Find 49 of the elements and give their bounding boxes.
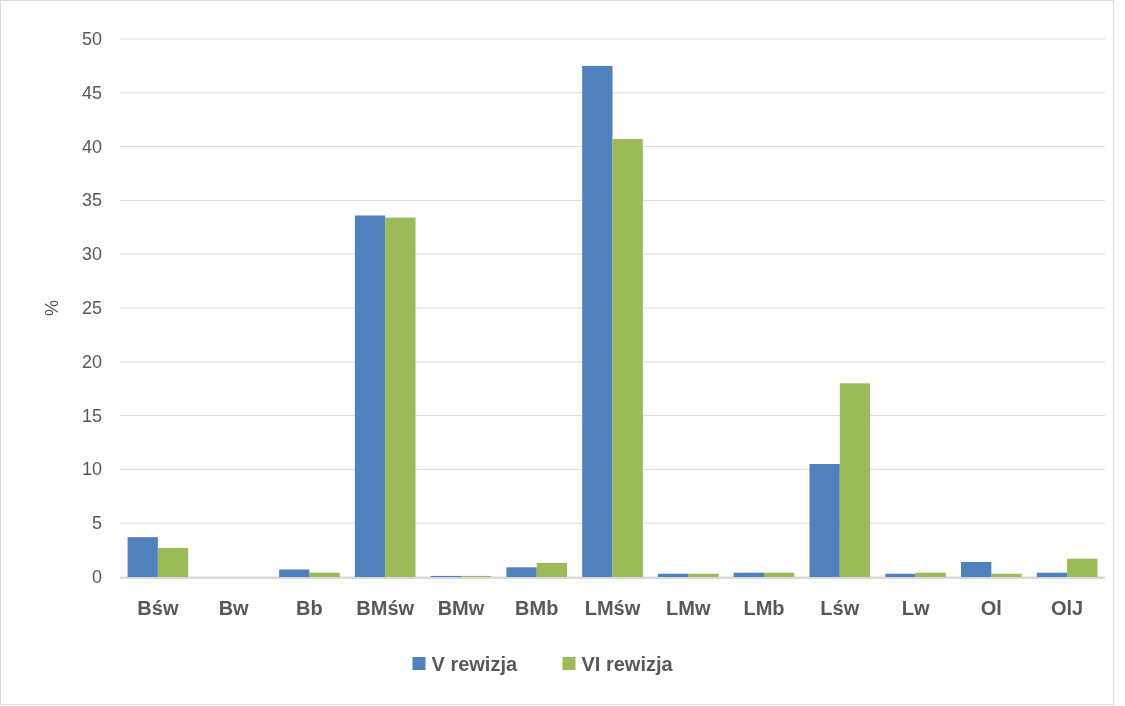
x-tick-label: Bw [218,597,250,619]
x-tick-label: LMśw [584,597,641,619]
bar [657,573,689,577]
x-tick-label: BMśw [356,597,415,619]
x-tick-label: Lśw [820,597,860,619]
y-tick-label: 10 [81,459,102,480]
bar [688,573,719,577]
x-tick-label: Lw [901,597,930,619]
bar [582,65,613,577]
x-tick-label: Ol [980,597,1002,619]
bar [354,215,386,577]
y-axis-title: % [42,299,62,317]
bar [885,573,916,577]
y-tick-label: 35 [81,190,102,211]
bar [506,567,537,577]
bar [1036,572,1068,577]
x-tick-label: BMw [437,597,485,619]
x-tick-label: Bśw [137,597,179,619]
bar [839,383,871,577]
bar [612,139,643,577]
y-tick-label: 15 [81,405,102,426]
bar [991,573,1022,577]
y-tick-label: 5 [91,513,102,534]
y-tick-label: 30 [81,244,102,265]
bar [279,569,310,577]
x-tick-label: LMw [666,597,711,619]
bar [127,537,158,577]
bar [309,572,340,577]
y-tick-label: 50 [81,29,102,49]
legend-label: V rewizja [431,653,518,675]
bar [764,572,795,577]
x-tick-label: BMb [515,597,559,619]
bar [915,572,946,577]
bar [536,563,568,577]
x-tick-label: Bb [296,597,323,619]
bar [733,572,765,577]
y-tick-label: 20 [81,351,102,372]
x-tick-label: LMb [743,597,785,619]
x-tick-label: OlJ [1050,597,1084,619]
bar [385,217,416,577]
y-tick-label: 45 [81,82,102,103]
y-tick-label: 25 [81,298,102,318]
bar [961,561,992,577]
bar [809,464,840,577]
y-tick-label: 40 [81,136,102,157]
bar [1067,558,1098,577]
legend-label: VI rewizja [581,653,674,675]
bar [157,547,189,577]
y-tick-label: 0 [91,567,102,587]
